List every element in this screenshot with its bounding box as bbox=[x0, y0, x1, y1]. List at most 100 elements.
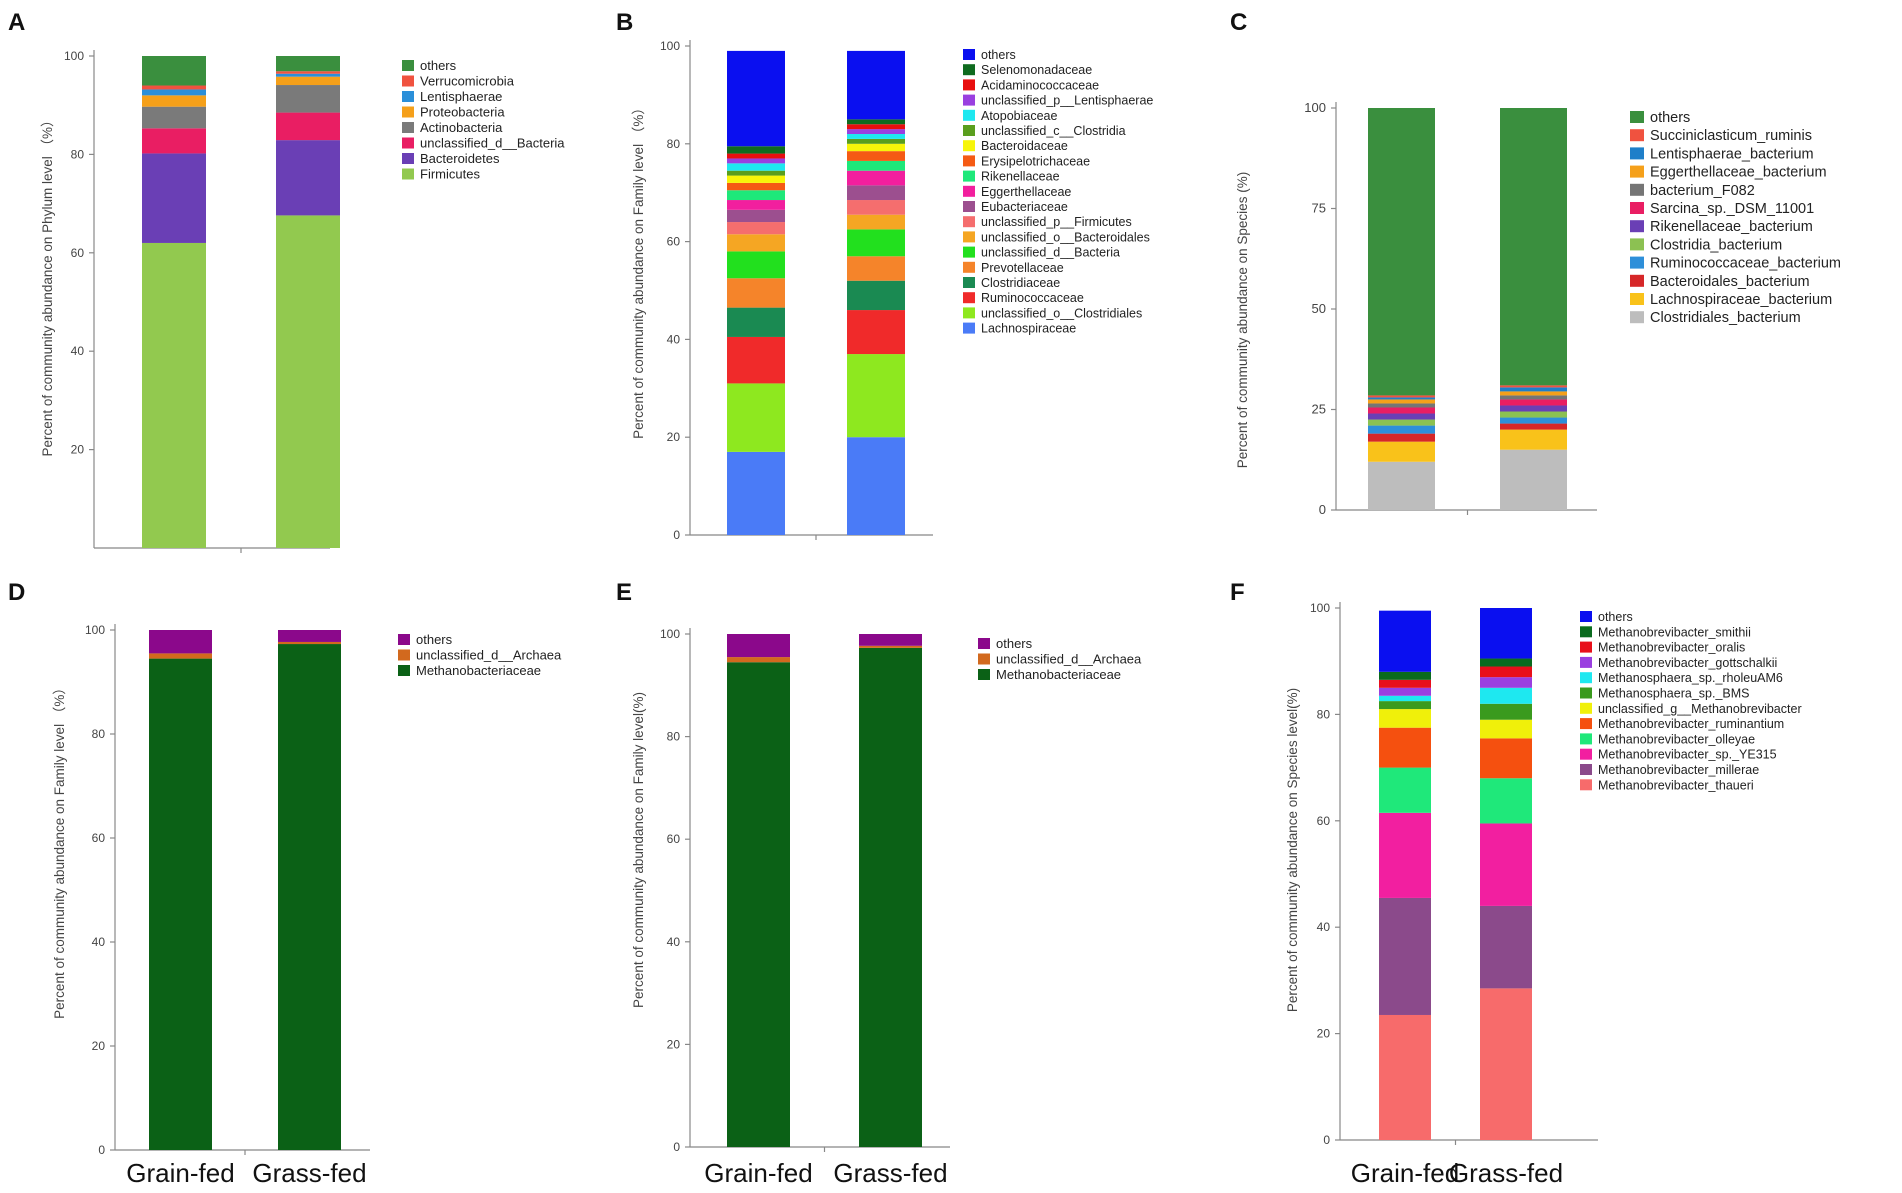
bar-segment-grain-fed-bacteroidales-bacterium bbox=[1368, 433, 1435, 442]
bar-segment-grass-fed-lentisphaerae bbox=[276, 73, 340, 77]
bar-segment-grass-fed-atopobiaceae bbox=[847, 134, 905, 139]
x-category-label: Grass-fed bbox=[252, 1158, 366, 1188]
bar-segment-grain-fed-clostridiales-bacterium bbox=[1368, 461, 1435, 510]
bar-segment-grain-fed-clostridiaceae bbox=[727, 307, 785, 337]
legend-swatch-selenomonadaceae bbox=[963, 64, 975, 76]
bar-segment-grass-fed-unclassified-p-firmicutes bbox=[847, 200, 905, 215]
legend-label: unclassified_g__Methanobrevibacter bbox=[1598, 702, 1802, 716]
legend-label: Methanobacteriaceae bbox=[416, 663, 541, 678]
bar-segment-grain-fed-bacteroidetes bbox=[142, 153, 206, 243]
legend-label: Succiniclasticum_ruminis bbox=[1650, 128, 1812, 144]
legend-label: Methanobrevibacter_smithii bbox=[1598, 625, 1751, 639]
legend-label: unclassified_d__Bacteria bbox=[981, 246, 1120, 260]
legend-swatch-lentisphaerae bbox=[402, 91, 414, 102]
legend-label: unclassified_p__Firmicutes bbox=[981, 215, 1132, 229]
bar-segment-grain-fed-others bbox=[727, 634, 790, 658]
legend-label: Methanobrevibacter_thaueri bbox=[1598, 778, 1754, 792]
bar-segment-grain-fed-methanobrevibacter-ruminantium bbox=[1379, 727, 1431, 768]
bar-segment-grass-fed-prevotellaceae bbox=[847, 256, 905, 281]
y-tick-label: 20 bbox=[667, 430, 681, 444]
bar-segment-grain-fed-eggerthellaceae bbox=[727, 200, 785, 210]
bar-segment-grain-fed-verrucomicrobia bbox=[142, 85, 206, 90]
bar-segment-grass-fed-bacterium-f082 bbox=[1500, 395, 1567, 400]
bar-segment-grain-fed-erysipelotrichaceae bbox=[727, 182, 785, 191]
legend-swatch-eggerthellaceae-bacterium bbox=[1630, 165, 1644, 178]
legend-swatch-methanobacteriaceae bbox=[978, 669, 990, 680]
legend-label: unclassified_o__Bacteroidales bbox=[981, 230, 1150, 244]
legend-swatch-others bbox=[398, 634, 410, 645]
legend-swatch-actinobacteria bbox=[402, 122, 414, 133]
legend-label: Eggerthellaceae_bacterium bbox=[1650, 165, 1827, 181]
bar-segment-grain-fed-atopobiaceae bbox=[727, 163, 785, 171]
bar-segment-grain-fed-unclassified-d-bacteria bbox=[142, 128, 206, 154]
y-tick-label: 100 bbox=[660, 39, 680, 53]
legend-label: unclassified_d__Archaea bbox=[996, 652, 1142, 667]
bar-segment-grass-fed-others bbox=[859, 634, 922, 646]
legend-label: others bbox=[996, 636, 1033, 651]
legend-label: Methanobrevibacter_millerae bbox=[1598, 763, 1759, 777]
x-category-label: Grass-fed bbox=[833, 1158, 947, 1188]
bar-segment-grain-fed-lentisphaerae bbox=[142, 89, 206, 96]
legend-swatch-methanobrevibacter-millerae bbox=[1580, 764, 1592, 775]
panel-label: F bbox=[1230, 579, 1245, 606]
bar-segment-grain-fed-eggerthellaceae-bacterium bbox=[1368, 399, 1435, 404]
y-tick-label: 60 bbox=[667, 832, 681, 846]
bar-segment-grass-fed-methanobrevibacter-olleyae bbox=[1480, 778, 1532, 824]
legend-label: Methanosphaera_sp._BMS bbox=[1598, 687, 1749, 701]
panel-label: C bbox=[1230, 9, 1247, 36]
y-tick-label: 60 bbox=[667, 235, 681, 249]
bar-segment-grain-fed-others bbox=[149, 630, 212, 654]
legend-label: Methanobrevibacter_gottschalkii bbox=[1598, 656, 1777, 670]
legend-swatch-methanosphaera-sp-rholeuam6 bbox=[1580, 672, 1592, 684]
legend-swatch-lachnospiraceae-bacterium bbox=[1630, 293, 1644, 305]
legend-label: Clostridia_bacterium bbox=[1650, 237, 1782, 253]
chart-panel-f: F Percent of community abundance on Speci… bbox=[1230, 579, 1802, 1188]
chart-panel-c: C Percent of community abundance on Speci… bbox=[1230, 9, 1841, 517]
legend-label: Firmicutes bbox=[420, 167, 480, 182]
y-tick-label: 0 bbox=[98, 1143, 105, 1157]
legend-swatch-eubacteriaceae bbox=[963, 201, 975, 212]
legend-label: Proteobacteria bbox=[420, 105, 505, 120]
y-tick-label: 0 bbox=[1323, 1133, 1330, 1147]
y-axis-label: Percent of community abundance on Phylum… bbox=[40, 114, 55, 457]
y-tick-label: 40 bbox=[667, 935, 681, 949]
y-axis-label: Percent of community abundance on Specie… bbox=[1285, 688, 1300, 1012]
y-tick-label: 80 bbox=[92, 727, 106, 741]
y-tick-label: 100 bbox=[1310, 601, 1330, 615]
y-axis-label: Percent of community abundance on Family… bbox=[631, 101, 646, 439]
y-tick-label: 80 bbox=[71, 147, 85, 161]
bar-segment-grass-fed-others bbox=[847, 50, 905, 120]
bar-segment-grain-fed-lentisphaerae-bacterium bbox=[1368, 397, 1435, 400]
legend-swatch-others bbox=[402, 60, 414, 71]
y-tick-label: 20 bbox=[92, 1039, 106, 1053]
legend-swatch-atopobiaceae bbox=[963, 109, 975, 121]
bar-segment-grass-fed-bacteroidales-bacterium bbox=[1500, 423, 1567, 430]
bar-segment-grass-fed-rikenellaceae bbox=[847, 160, 905, 171]
y-tick-label: 60 bbox=[92, 831, 106, 845]
bar-segment-grain-fed-others bbox=[142, 56, 206, 86]
bar-segment-grain-fed-acidaminococcaceae bbox=[727, 153, 785, 159]
legend-label: others bbox=[420, 58, 457, 73]
bar-segment-grain-fed-unclassified-o-bacteroidales bbox=[727, 234, 785, 252]
bar-segment-grass-fed-methanobrevibacter-ruminantium bbox=[1480, 738, 1532, 779]
bar-segment-grass-fed-unclassified-d-archaea bbox=[278, 641, 341, 645]
bar-segment-grass-fed-unclassified-c-clostridia bbox=[847, 138, 905, 144]
legend-label: unclassified_o__Clostridiales bbox=[981, 306, 1142, 320]
legend-label: Ruminococcaceae bbox=[981, 291, 1084, 305]
legend-label: Sarcina_sp._DSM_11001 bbox=[1650, 201, 1814, 217]
y-tick-label: 60 bbox=[1317, 814, 1331, 828]
bar-segment-grain-fed-sarcina-sp-dsm-11001 bbox=[1368, 407, 1435, 414]
chart-panel-a: A Percent of community abundance on Phylu… bbox=[8, 9, 565, 553]
legend-label: Methanobrevibacter_olleyae bbox=[1598, 732, 1755, 746]
legend-swatch-eggerthellaceae bbox=[963, 185, 975, 197]
bar-segment-grain-fed-rikenellaceae-bacterium bbox=[1368, 413, 1435, 420]
y-tick-label: 40 bbox=[71, 344, 85, 358]
legend-label: Clostridiales_bacterium bbox=[1650, 310, 1801, 326]
legend-label: unclassified_p__Lentisphaerae bbox=[981, 94, 1153, 108]
legend-label: Lachnospiraceae_bacterium bbox=[1650, 292, 1832, 308]
bar-segment-grain-fed-unclassified-d-archaea bbox=[727, 657, 790, 663]
legend-swatch-methanobrevibacter-gottschalkii bbox=[1580, 656, 1592, 668]
legend-label: Lentisphaerae bbox=[420, 89, 502, 104]
bar-segment-grain-fed-firmicutes bbox=[142, 242, 206, 548]
legend-label: Verrucomicrobia bbox=[420, 74, 515, 89]
